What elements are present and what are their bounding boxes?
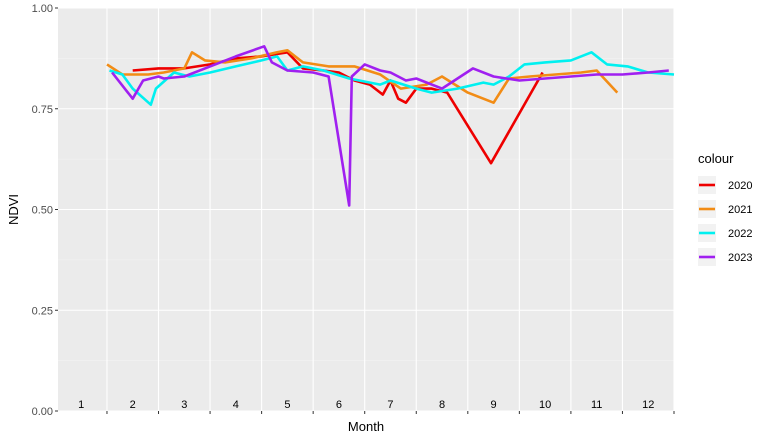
month-label: 1 (78, 399, 84, 411)
month-label: 2 (130, 399, 136, 411)
month-labels: 1 2 3 4 5 6 7 8 9 10 11 12 (78, 399, 654, 411)
series-lines (106, 44, 675, 207)
month-label: 6 (336, 399, 342, 411)
series-line-2023 (111, 44, 669, 207)
legend: colour 2020 2021 2022 2023 (698, 151, 752, 266)
month-label: 7 (387, 399, 393, 411)
month-label: 4 (233, 399, 239, 411)
legend-label-2021: 2021 (728, 204, 752, 216)
y-axis: 0.00 0.25 0.50 0.75 1.00 (32, 3, 58, 418)
month-label: 10 (539, 399, 551, 411)
month-label: 11 (591, 399, 602, 411)
y-tick-label: 0.75 (32, 104, 53, 116)
y-axis-title: NDVI (6, 194, 21, 225)
month-label: 3 (181, 399, 187, 411)
month-label: 12 (642, 399, 654, 411)
series-line-2022 (109, 50, 675, 106)
y-tick-label: 1.00 (32, 3, 53, 15)
month-label: 8 (439, 399, 445, 411)
y-tick-label: 0.50 (32, 205, 53, 217)
legend-title: colour (698, 151, 734, 166)
legend-label-2022: 2022 (728, 228, 752, 240)
y-tick-label: 0.00 (32, 406, 53, 418)
x-axis-ticks (106, 411, 675, 414)
month-label: 9 (491, 399, 497, 411)
series-line-2021 (106, 48, 619, 104)
legend-label-2020: 2020 (728, 180, 752, 192)
legend-label-2023: 2023 (728, 252, 752, 264)
x-axis-title: Month (348, 419, 384, 434)
month-label: 5 (284, 399, 290, 411)
major-gridlines (58, 7, 675, 412)
y-tick-label: 0.25 (32, 305, 53, 317)
